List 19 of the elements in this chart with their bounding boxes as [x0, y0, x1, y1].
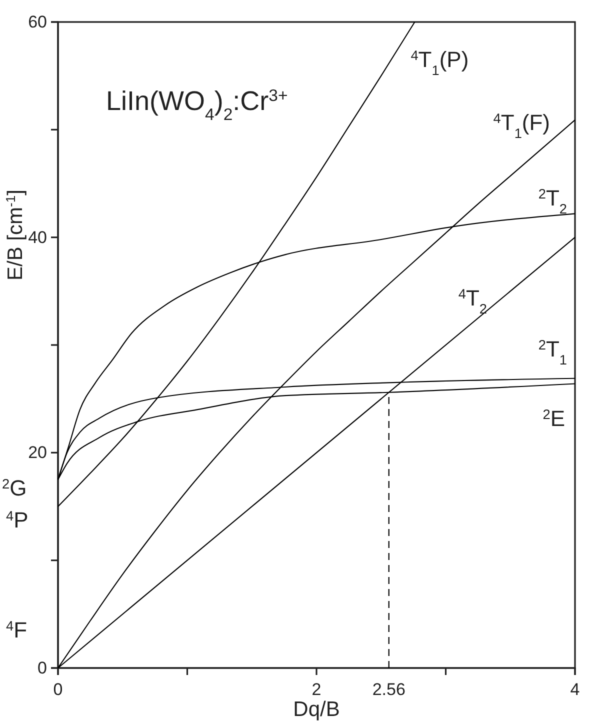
text: $^{4}$P [6, 508, 28, 533]
series-label: $^{4}$T$_{2}$ [458, 285, 487, 316]
y-tick-label: 40 [28, 228, 47, 247]
series-label: $^{4}$T$_{1}$(P) [410, 47, 469, 78]
y-tick-label: 60 [28, 12, 47, 32]
text: $^{2}$G [2, 476, 27, 501]
series-label: $^{4}$T$_{1}$(F) [493, 110, 550, 140]
x-tick-label: 2.56 [372, 680, 406, 700]
x-axis-title: Dq/B [293, 698, 340, 721]
series-label: $^{2}$E [542, 406, 565, 431]
x-tick-label: 0 [53, 680, 63, 700]
y-tick-label: 20 [28, 443, 47, 462]
x-tick-label: 2 [312, 680, 322, 700]
text: $^{4}$F [6, 618, 28, 643]
y-tick-label: 0 [38, 658, 47, 678]
series-label: $^{2}$T$_{2}$ [538, 186, 567, 216]
series-label: $^{2}$T$_{1}$ [538, 336, 567, 367]
text: LiIn(WO$_{4}$)$_{2}$:Cr$^{3+}$ [106, 86, 288, 124]
x-tick-label: 4 [570, 680, 580, 700]
